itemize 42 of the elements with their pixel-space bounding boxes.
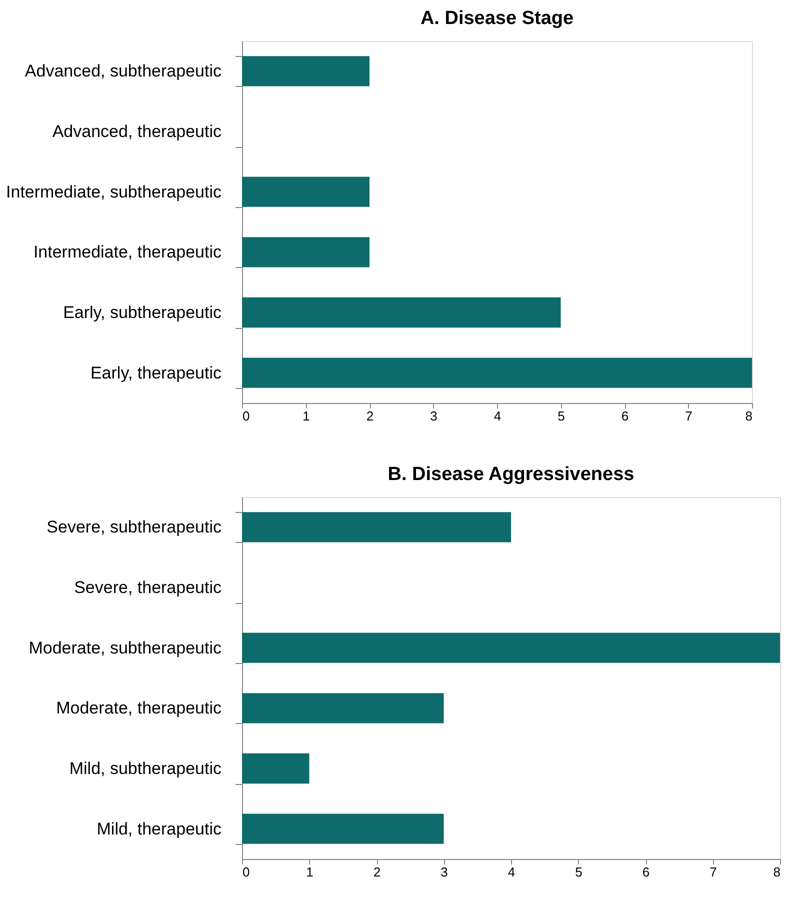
bar	[242, 693, 444, 724]
y-tick-label: Mild, subtherapeutic	[69, 759, 222, 778]
bar	[242, 358, 752, 388]
bar	[242, 297, 561, 328]
x-tick-label: 4	[508, 864, 516, 880]
bar	[242, 512, 511, 542]
x-tick-label: 1	[302, 408, 310, 424]
bar	[242, 753, 310, 784]
y-tick-label: Advanced, therapeutic	[52, 122, 222, 141]
y-tick-label: Early, therapeutic	[90, 363, 222, 382]
x-tick-label: 7	[685, 408, 692, 424]
x-tick-label: 6	[621, 408, 629, 424]
y-tick-label: Intermediate, subtherapeutic	[6, 182, 222, 202]
chart-title: B. Disease Aggressiveness	[388, 464, 634, 485]
bar	[242, 176, 370, 207]
x-tick-label: 5	[558, 408, 565, 424]
x-tick-label: 0	[242, 408, 250, 424]
y-tick-label: Moderate, subtherapeutic	[28, 638, 222, 658]
y-tick-label: Moderate, therapeutic	[56, 698, 222, 718]
x-tick-label: 5	[575, 864, 582, 880]
y-tick-label: Advanced, subtherapeutic	[24, 62, 222, 81]
y-tick-label: Early, subtherapeutic	[63, 303, 222, 322]
x-tick-label: 0	[242, 864, 250, 880]
bar	[242, 237, 370, 268]
x-tick-label: 8	[773, 864, 780, 880]
bar	[242, 632, 780, 663]
x-tick-label: 6	[642, 864, 650, 880]
bar	[242, 56, 370, 86]
bar	[242, 814, 444, 844]
y-tick-label: Severe, subtherapeutic	[46, 518, 222, 537]
x-tick-label: 8	[745, 408, 752, 424]
y-tick-label: Intermediate, therapeutic	[33, 242, 222, 262]
chart-title: A. Disease Stage	[420, 8, 574, 29]
x-tick-label: 2	[373, 864, 381, 880]
x-tick-label: 7	[710, 864, 717, 880]
x-tick-label: 3	[430, 408, 438, 424]
x-tick-label: 1	[306, 864, 314, 880]
x-tick-label: 4	[494, 408, 502, 424]
y-tick-label: Mild, therapeutic	[96, 819, 222, 838]
x-tick-label: 3	[440, 864, 448, 880]
x-tick-label: 2	[366, 408, 374, 424]
y-tick-label: Severe, therapeutic	[74, 578, 222, 597]
